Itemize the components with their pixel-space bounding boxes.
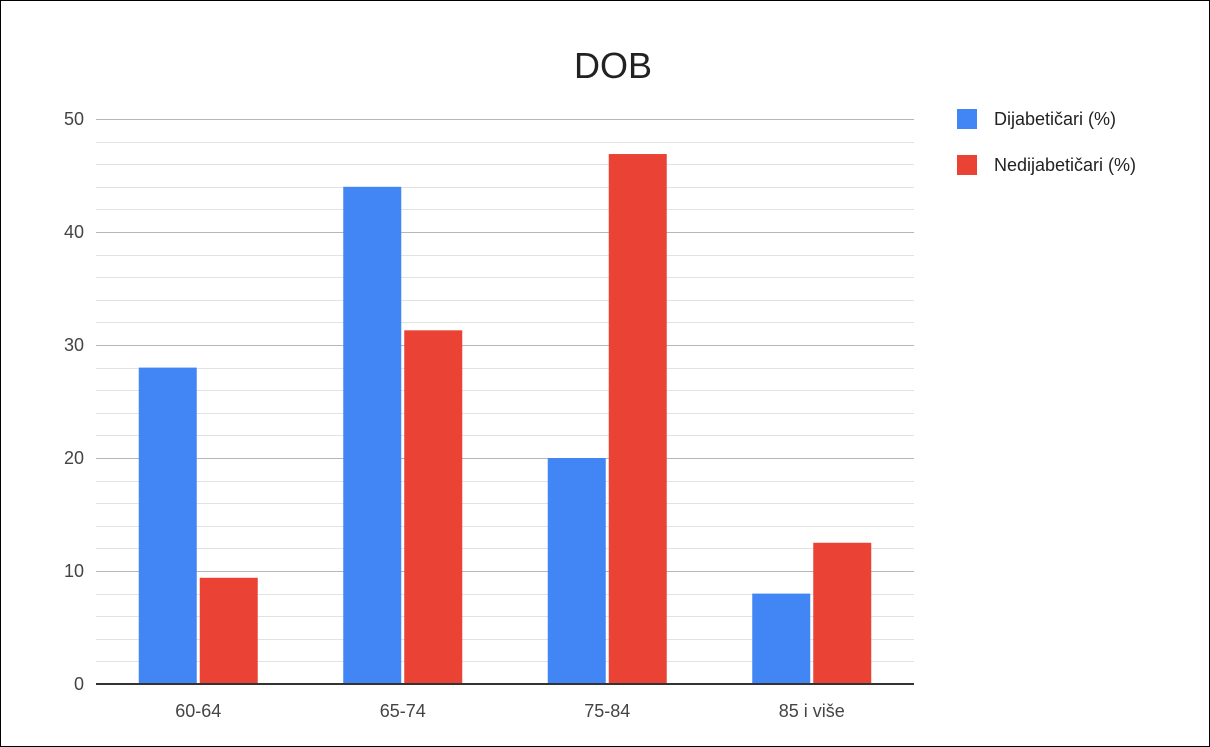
- y-tick-label: 50: [64, 109, 84, 129]
- x-tick-label: 75-84: [584, 701, 630, 721]
- bar-nedijabeticari-0: [199, 577, 258, 684]
- legend-swatch-dijabeticari: [957, 109, 977, 129]
- chart-title: DOB: [574, 45, 652, 86]
- y-tick-label: 10: [64, 561, 84, 581]
- legend-swatch-nedijabeticari: [957, 155, 977, 175]
- legend-label-dijabeticari: Dijabetičari (%): [994, 109, 1116, 129]
- bar-dijabeticari-2: [547, 458, 606, 684]
- x-axis-ticks: 60-64 65-74 75-84 85 i više: [175, 701, 845, 721]
- y-tick-label: 0: [74, 674, 84, 694]
- bar-nedijabeticari-2: [608, 154, 667, 684]
- bar-nedijabeticari-1: [404, 330, 463, 684]
- bar-dijabeticari-1: [343, 186, 402, 685]
- x-tick-label: 60-64: [175, 701, 221, 721]
- y-tick-label: 30: [64, 335, 84, 355]
- bar-dijabeticari-0: [138, 367, 197, 684]
- x-tick-label: 85 i više: [779, 701, 845, 721]
- bars: [138, 154, 872, 685]
- y-tick-label: 20: [64, 448, 84, 468]
- bar-dijabeticari-3: [752, 593, 811, 684]
- bar-nedijabeticari-3: [813, 542, 872, 684]
- x-tick-label: 65-74: [380, 701, 426, 721]
- y-axis-ticks: 0 10 20 30 40 50: [64, 109, 84, 694]
- legend-label-nedijabeticari: Nedijabetičari (%): [994, 155, 1136, 175]
- legend: Dijabetičari (%) Nedijabetičari (%): [957, 109, 1136, 175]
- y-tick-label: 40: [64, 222, 84, 242]
